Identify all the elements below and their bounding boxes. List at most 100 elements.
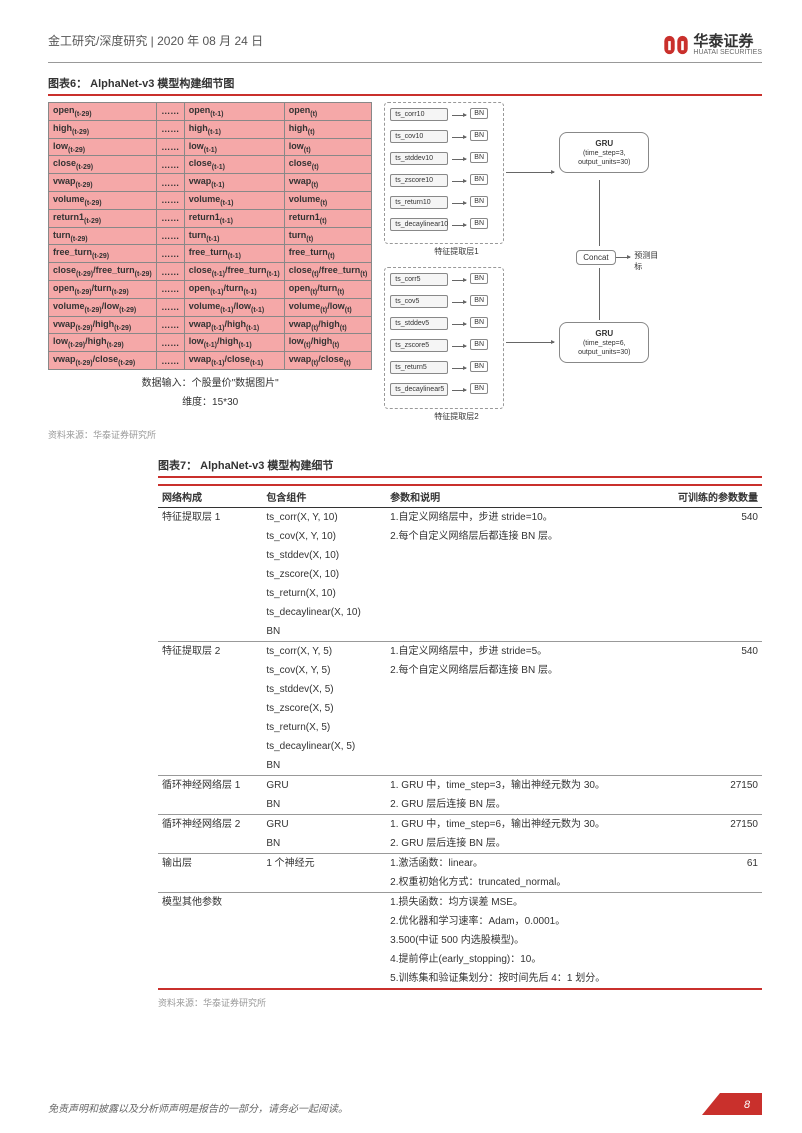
fig6-container: open(t-29)……open(t-1)open(t)high(t-29)……… xyxy=(48,102,762,422)
table-cell xyxy=(656,950,762,969)
table-cell: 1.激活函数：linear。 xyxy=(386,854,655,874)
table-cell: turn(t) xyxy=(284,227,372,245)
table-cell xyxy=(656,584,762,603)
table-cell: volume(t-1)/low(t-1) xyxy=(184,298,284,316)
table-cell: high(t) xyxy=(284,120,372,138)
table-cell xyxy=(158,584,262,603)
table-cell: low(t-1) xyxy=(184,138,284,156)
table-header: 包含组件 xyxy=(262,485,386,508)
table-cell: open(t)/turn(t) xyxy=(284,280,372,298)
op-box: ts_corr10 xyxy=(390,108,448,121)
table-cell xyxy=(158,931,262,950)
table-cell: …… xyxy=(156,227,184,245)
table-cell: vwap(t)/high(t) xyxy=(284,316,372,334)
logo-icon xyxy=(663,32,689,58)
table-cell: vwap(t-1)/high(t-1) xyxy=(184,316,284,334)
pink-caption-1: 数据输入：个股量价"数据图片" xyxy=(48,374,372,389)
table-cell: low(t-29) xyxy=(49,138,157,156)
table-cell: …… xyxy=(156,245,184,263)
table-header: 可训练的参数数量 xyxy=(656,485,762,508)
table-cell: low(t)/high(t) xyxy=(284,334,372,352)
table-cell xyxy=(656,969,762,988)
table-cell xyxy=(656,795,762,815)
table-cell: ts_decaylinear(X, 5) xyxy=(262,737,386,756)
company-name-en: HUATAI SECURITIES xyxy=(693,49,762,56)
page-header: 金工研究/深度研究 | 2020 年 08 月 24 日 华泰证券 HUATAI… xyxy=(48,32,762,63)
table-cell: …… xyxy=(156,298,184,316)
op-box: ts_corr5 xyxy=(390,273,448,286)
table-cell: ts_corr(X, Y, 5) xyxy=(262,642,386,662)
table-cell: volume(t-29)/low(t-29) xyxy=(49,298,157,316)
table-cell: ts_corr(X, Y, 10) xyxy=(262,508,386,528)
table-cell xyxy=(158,680,262,699)
bn-box: BN xyxy=(470,196,488,207)
table-cell: 2.每个自定义网络层后都连接 BN 层。 xyxy=(386,527,655,546)
table-cell: 1.自定义网络层中，步进 stride=5。 xyxy=(386,642,655,662)
op-box: ts_cov5 xyxy=(390,295,448,308)
table-cell xyxy=(656,603,762,622)
table-cell xyxy=(656,873,762,893)
table-cell xyxy=(158,873,262,893)
table-cell: vwap(t)/close(t) xyxy=(284,352,372,370)
table-cell: 3.500(中证 500 内选股模型)。 xyxy=(386,931,655,950)
table-cell: return1(t-29) xyxy=(49,209,157,227)
table-cell xyxy=(386,584,655,603)
op-box: ts_return5 xyxy=(390,361,448,374)
table-cell: BN xyxy=(262,834,386,854)
table-cell: vwap(t-1)/close(t-1) xyxy=(184,352,284,370)
table-cell xyxy=(262,893,386,913)
layer2-label: 特征提取层2 xyxy=(434,411,478,422)
table-cell xyxy=(656,718,762,737)
fig7-title: 图表7： AlphaNet-v3 模型构建细节 xyxy=(158,457,762,478)
table-cell: turn(t-29) xyxy=(49,227,157,245)
table-cell: free_turn(t-1) xyxy=(184,245,284,263)
table-cell xyxy=(386,680,655,699)
table-cell xyxy=(158,546,262,565)
table-cell: ts_cov(X, Y, 10) xyxy=(262,527,386,546)
table-cell xyxy=(656,661,762,680)
table-cell: 循环神经网络层 2 xyxy=(158,815,262,835)
table-cell: return1(t-1) xyxy=(184,209,284,227)
table-cell: vwap(t-29) xyxy=(49,174,157,192)
table-cell: close(t) xyxy=(284,156,372,174)
bn-box: BN xyxy=(470,383,488,394)
table-cell: open(t-1) xyxy=(184,103,284,121)
table-cell: ts_cov(X, Y, 5) xyxy=(262,661,386,680)
table-cell xyxy=(386,718,655,737)
table-cell: BN xyxy=(262,795,386,815)
table-cell: 1 个神经元 xyxy=(262,854,386,874)
svg-text:8: 8 xyxy=(744,1099,751,1111)
table-cell: 2.优化器和学习速率：Adam，0.0001。 xyxy=(386,912,655,931)
table-cell: ts_stddev(X, 10) xyxy=(262,546,386,565)
table-cell: close(t-29) xyxy=(49,156,157,174)
gru-2: GRU(time_step=6, output_units=30) xyxy=(559,322,649,363)
table-cell xyxy=(656,527,762,546)
table-cell: 2.每个自定义网络层后都连接 BN 层。 xyxy=(386,661,655,680)
table-header: 网络构成 xyxy=(158,485,262,508)
table-cell: volume(t)/low(t) xyxy=(284,298,372,316)
table-cell: volume(t) xyxy=(284,191,372,209)
company-name-cn: 华泰证券 xyxy=(693,34,762,49)
table-cell xyxy=(656,546,762,565)
table-cell xyxy=(386,737,655,756)
table-cell: close(t-1) xyxy=(184,156,284,174)
table-cell: 4.提前停止(early_stopping)：10。 xyxy=(386,950,655,969)
table-cell: 1. GRU 中，time_step=6，输出神经元数为 30。 xyxy=(386,815,655,835)
table-cell: close(t-29)/free_turn(t-29) xyxy=(49,263,157,281)
bn-box: BN xyxy=(470,108,488,119)
bn-box: BN xyxy=(470,152,488,163)
table-cell: ts_return(X, 10) xyxy=(262,584,386,603)
table-cell: BN xyxy=(262,756,386,776)
table-cell: vwap(t-29)/high(t-29) xyxy=(49,316,157,334)
table-cell: 模型其他参数 xyxy=(158,893,262,913)
table-cell xyxy=(386,603,655,622)
table-cell: close(t)/free_turn(t) xyxy=(284,263,372,281)
table-cell: ts_return(X, 5) xyxy=(262,718,386,737)
table-cell: free_turn(t-29) xyxy=(49,245,157,263)
table-cell xyxy=(262,873,386,893)
table-cell: open(t-1)/turn(t-1) xyxy=(184,280,284,298)
op-box: ts_return10 xyxy=(390,196,448,209)
table-cell xyxy=(386,565,655,584)
table-cell xyxy=(158,565,262,584)
table-cell xyxy=(262,931,386,950)
